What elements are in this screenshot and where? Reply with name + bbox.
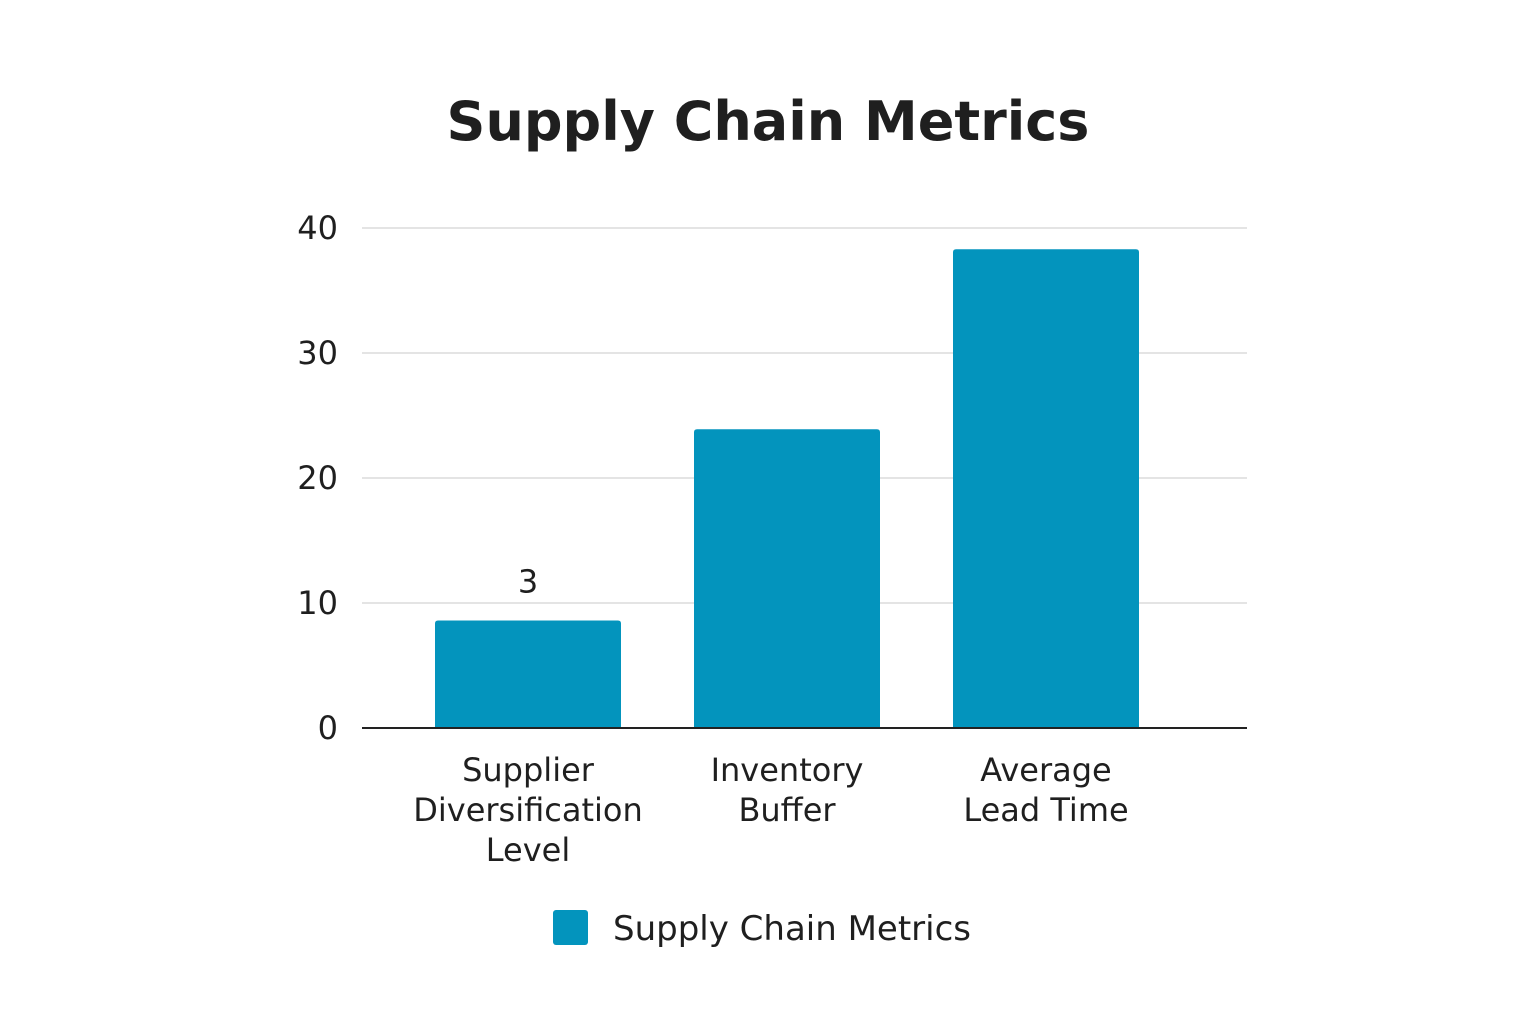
y-axis-ticks: 0 10 20 30 40 bbox=[297, 209, 338, 747]
x-tick-label-line: Supplier bbox=[462, 751, 595, 789]
x-tick-label-line: Diversification bbox=[413, 791, 643, 829]
x-axis-categories: Supplier Diversification Level Inventory Buf… bbox=[413, 751, 1128, 869]
y-tick-label: 10 bbox=[297, 584, 338, 622]
x-tick-label-line: Lead Time bbox=[963, 791, 1128, 829]
bar[interactable] bbox=[694, 429, 880, 728]
data-labels: 3 bbox=[518, 563, 538, 601]
x-tick-label: Average Lead Time bbox=[963, 751, 1128, 829]
bar[interactable] bbox=[953, 249, 1139, 728]
y-tick-label: 40 bbox=[297, 209, 338, 247]
x-tick-label: Supplier Diversification Level bbox=[413, 751, 643, 869]
y-tick-label: 30 bbox=[297, 334, 338, 372]
x-tick-label-line: Buffer bbox=[738, 791, 836, 829]
x-tick-label: Inventory Buffer bbox=[711, 751, 864, 829]
x-tick-label-line: Inventory bbox=[711, 751, 864, 789]
chart-title: Supply Chain Metrics bbox=[447, 90, 1090, 153]
y-tick-label: 0 bbox=[318, 709, 338, 747]
x-tick-label-line: Average bbox=[980, 751, 1111, 789]
bar[interactable] bbox=[435, 620, 621, 729]
data-label: 3 bbox=[518, 563, 538, 601]
y-tick-label: 20 bbox=[297, 459, 338, 497]
x-tick-label-line: Level bbox=[486, 831, 570, 869]
legend[interactable]: Supply Chain Metrics bbox=[553, 909, 971, 949]
legend-swatch bbox=[553, 910, 588, 945]
legend-label: Supply Chain Metrics bbox=[613, 909, 971, 949]
bars bbox=[435, 249, 1139, 728]
